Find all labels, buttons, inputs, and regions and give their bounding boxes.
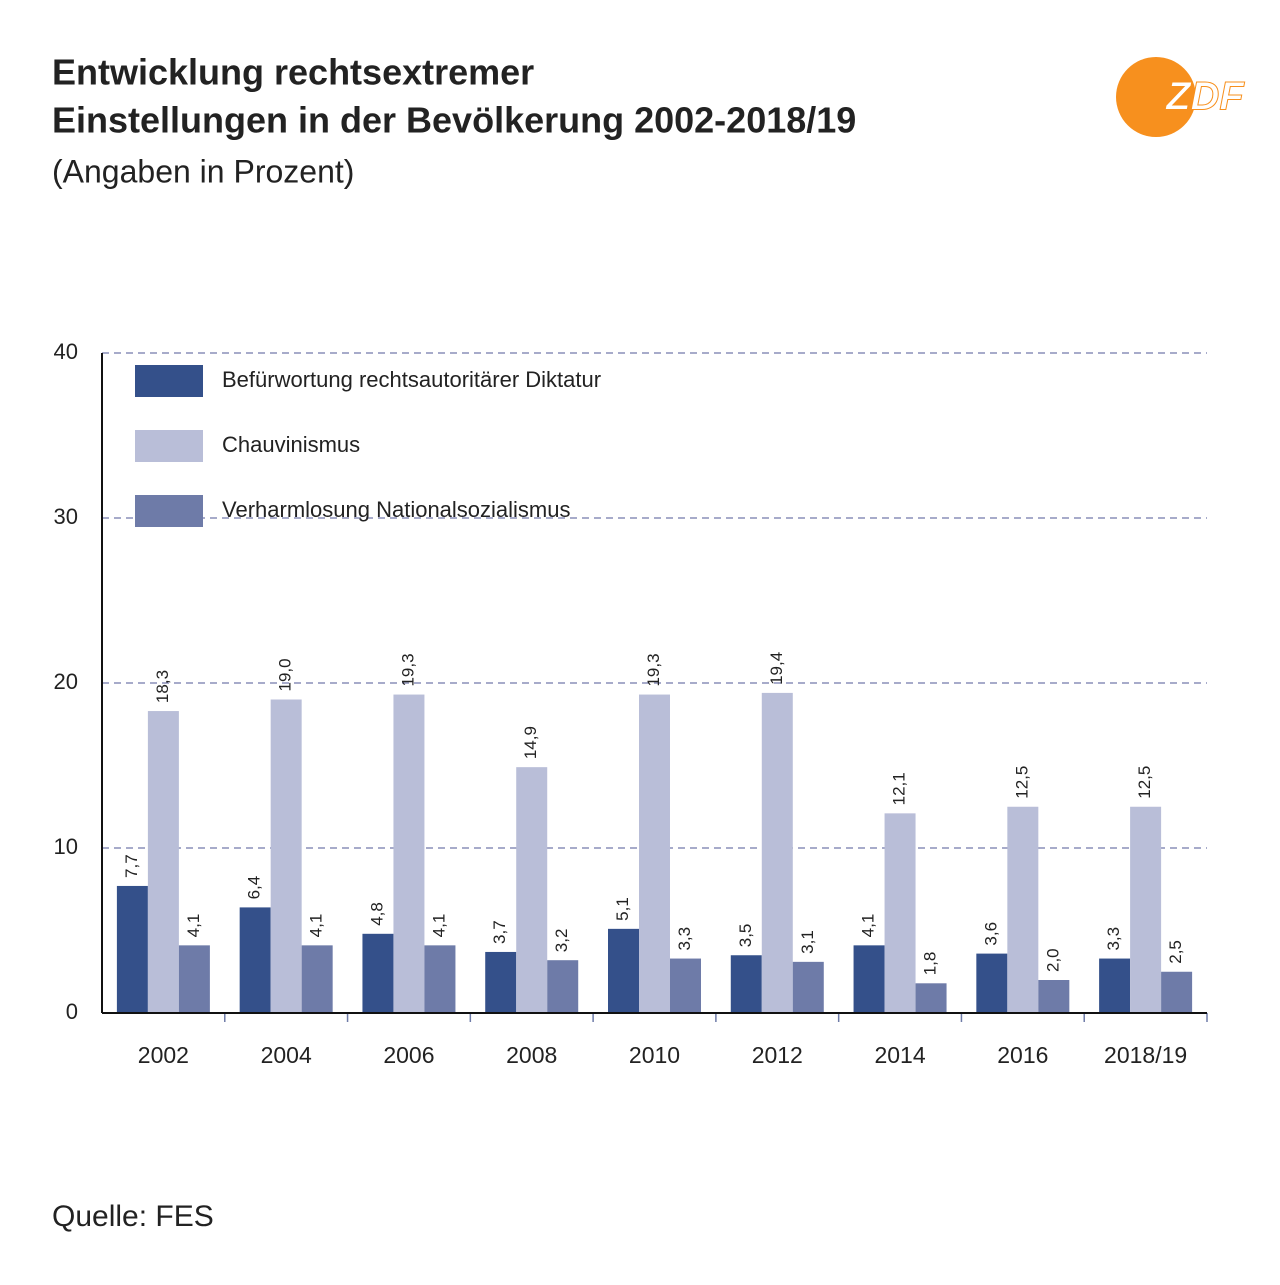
bar: [670, 958, 701, 1013]
bar: [270, 699, 302, 1013]
legend-label: Verharmlosung Nationalsozialismus: [222, 497, 571, 522]
bar: [730, 955, 762, 1013]
x-tick-label: 2008: [506, 1042, 557, 1068]
bar: [147, 711, 179, 1013]
value-label: 5,1: [613, 897, 632, 921]
x-tick-label: 2016: [997, 1042, 1048, 1068]
value-label: 4,1: [859, 914, 878, 938]
bar: [1007, 806, 1039, 1013]
x-tick-label: 2018/19: [1104, 1042, 1187, 1068]
value-label: 4,8: [367, 902, 386, 926]
chart-subtitle: (Angaben in Prozent): [52, 153, 354, 189]
value-label: 12,1: [890, 772, 909, 805]
x-tick-label: 2014: [874, 1042, 925, 1068]
value-label: 7,7: [122, 854, 141, 878]
bar: [547, 960, 579, 1013]
bar: [853, 945, 885, 1013]
bar: [301, 945, 333, 1013]
bar: [393, 694, 425, 1013]
value-label: 3,6: [981, 922, 1000, 946]
legend-swatch: [135, 430, 203, 462]
value-label: 18,3: [153, 670, 172, 703]
value-label: 1,8: [921, 952, 940, 976]
value-label: 4,1: [307, 914, 326, 938]
bar: [976, 953, 1008, 1013]
bar: [239, 907, 271, 1013]
source: Quelle: FES: [52, 1200, 214, 1233]
y-tick-label: 40: [54, 339, 78, 364]
value-label: 12,5: [1012, 766, 1031, 799]
y-tick-label: 10: [54, 834, 78, 859]
logo-circle: [1116, 57, 1196, 137]
value-label: 19,3: [644, 653, 663, 686]
value-label: 2,5: [1166, 940, 1185, 964]
value-label: 3,3: [1104, 927, 1123, 951]
bar: [424, 945, 456, 1013]
bar: [178, 945, 210, 1013]
bar: [761, 692, 793, 1013]
value-label: 4,1: [184, 914, 203, 938]
y-tick-label: 0: [66, 999, 78, 1024]
value-label: 19,4: [767, 652, 786, 685]
y-tick-label: 20: [54, 669, 78, 694]
legend-label: Befürwortung rechtsautoritärer Diktatur: [222, 367, 601, 392]
value-label: 19,0: [276, 658, 295, 691]
bar: [639, 694, 670, 1013]
bar: [915, 983, 947, 1013]
value-label: 6,4: [245, 876, 264, 900]
bar: [1099, 958, 1131, 1013]
bar: [884, 813, 916, 1013]
value-label: 2,0: [1043, 948, 1062, 972]
bar: [608, 928, 639, 1013]
legend-label: Chauvinismus: [222, 432, 360, 457]
value-label: 3,1: [798, 930, 817, 954]
value-label: 14,9: [521, 726, 540, 759]
bar: [1161, 971, 1193, 1013]
x-tick-label: 2010: [629, 1042, 680, 1068]
value-label: 4,1: [429, 914, 448, 938]
legend-swatch: [135, 495, 203, 527]
bar: [485, 951, 517, 1013]
bar: [116, 885, 148, 1013]
x-tick-label: 2012: [752, 1042, 803, 1068]
value-label: 3,3: [675, 927, 694, 951]
x-tick-label: 2002: [138, 1042, 189, 1068]
bar: [516, 767, 548, 1013]
legend-swatch: [135, 365, 203, 397]
x-tick-label: 2006: [383, 1042, 434, 1068]
bar: [1130, 806, 1162, 1013]
logo-text: ZDF: [1165, 75, 1245, 119]
chart-title: Einstellungen in der Bevölkerung 2002-20…: [52, 100, 856, 141]
chart-title: Entwicklung rechtsextremer: [52, 52, 534, 93]
bar: [362, 933, 394, 1013]
bar: [792, 961, 824, 1013]
bar: [1038, 980, 1070, 1013]
x-tick-label: 2004: [261, 1042, 312, 1068]
y-tick-label: 30: [54, 504, 78, 529]
value-label: 3,7: [490, 920, 509, 944]
value-label: 3,5: [736, 924, 755, 948]
value-label: 12,5: [1135, 766, 1154, 799]
value-label: 3,2: [552, 929, 571, 953]
value-label: 19,3: [398, 653, 417, 686]
